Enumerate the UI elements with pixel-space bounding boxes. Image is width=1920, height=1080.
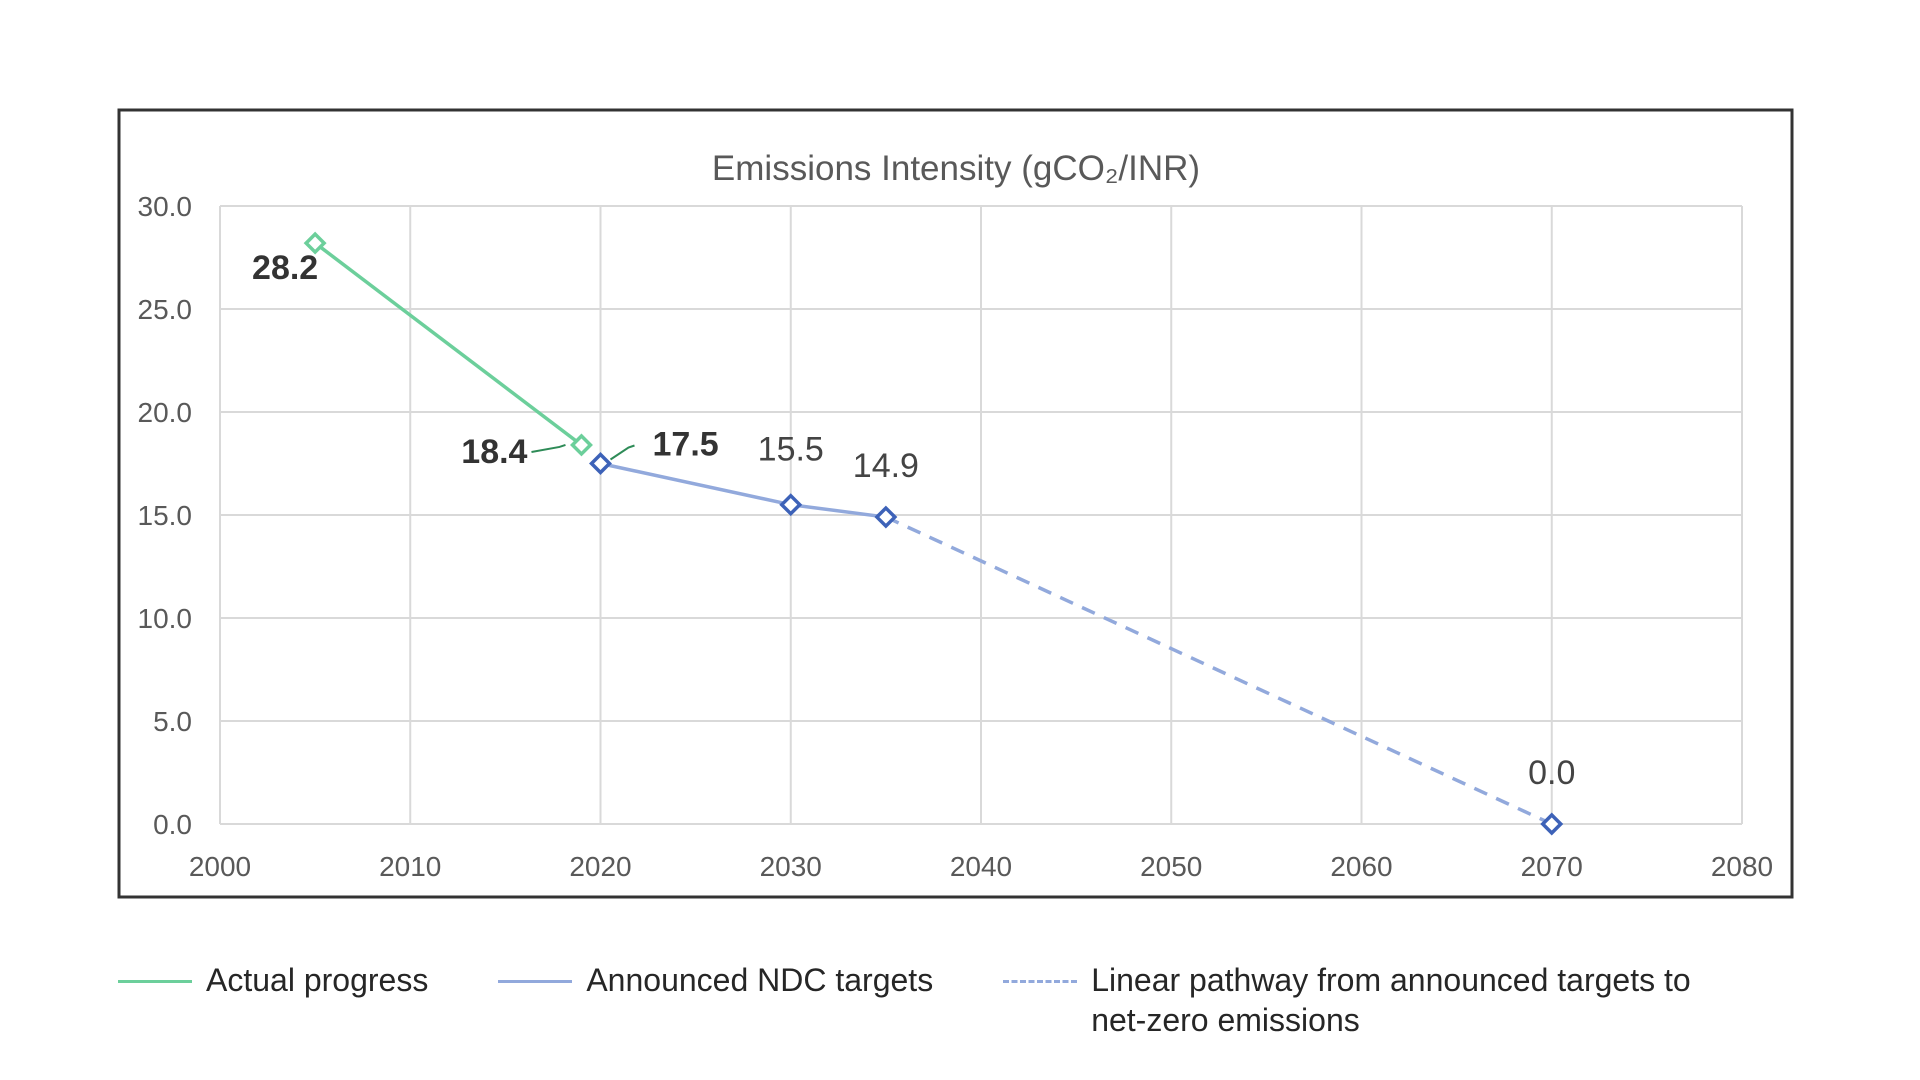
y-tick-label: 20.0 <box>138 397 193 428</box>
data-label: 15.5 <box>758 431 824 469</box>
linear-pathway-line <box>885 515 1553 826</box>
net-zero-point <box>1540 812 1564 836</box>
y-tick-label: 30.0 <box>138 191 193 222</box>
x-tick-label: 2050 <box>1140 851 1202 882</box>
y-axis-ticks: 30.0 25.0 20.0 15.0 10.0 5.0 0.0 <box>138 191 193 840</box>
x-tick-label: 2070 <box>1521 851 1583 882</box>
x-tick-label: 2000 <box>189 851 251 882</box>
legend-swatch-linear-pathway <box>1003 980 1078 983</box>
legend-label: Actual progress <box>206 962 429 998</box>
data-label: 0.0 <box>1528 754 1575 792</box>
x-tick-label: 2020 <box>569 851 631 882</box>
x-tick-label: 2040 <box>950 851 1012 882</box>
label-leader-line <box>609 444 635 461</box>
ndc-target-point <box>779 493 803 517</box>
actual-progress-point <box>570 433 593 457</box>
gridlines <box>219 205 1743 825</box>
data-label: 17.5 <box>653 426 719 464</box>
legend-swatch-actual-progress <box>118 980 192 983</box>
legend-label: Linear pathway from announced targets to… <box>1091 962 1691 1038</box>
legend-item-ndc-targets: Announced NDC targets <box>498 960 933 1000</box>
x-tick-label: 2030 <box>760 851 822 882</box>
ndc-target-point <box>874 505 898 529</box>
ndc-target-point <box>589 452 612 475</box>
actual-progress-point <box>303 231 327 255</box>
y-tick-label: 0.0 <box>153 809 192 840</box>
y-tick-label: 15.0 <box>138 500 193 531</box>
x-tick-label: 2010 <box>379 851 441 882</box>
y-tick-label: 25.0 <box>138 294 193 325</box>
data-label: 14.9 <box>853 447 919 485</box>
label-leader-line <box>531 444 566 453</box>
actual-progress-line <box>314 241 583 447</box>
legend-swatch-ndc-targets <box>498 980 573 983</box>
y-tick-label: 10.0 <box>138 603 193 634</box>
x-axis-ticks: 2000 2010 2020 2030 2040 2050 2060 2070 2080 <box>189 851 1773 882</box>
x-tick-label: 2060 <box>1330 851 1392 882</box>
chart-title: Emissions Intensity (gCO₂/INR) <box>712 149 1200 188</box>
data-labels: 28.2 18.4 17.5 15.5 14.9 0.0 <box>252 249 1575 792</box>
chart-frame <box>117 108 1794 899</box>
data-markers <box>303 231 1564 836</box>
x-tick-label: 2080 <box>1711 851 1773 882</box>
legend-item-linear-pathway: Linear pathway from announced targets to… <box>1003 960 1751 1040</box>
chart-legend: Actual progress Announced NDC targets Li… <box>118 960 1818 1040</box>
y-tick-label: 5.0 <box>153 706 192 737</box>
legend-item-actual-progress: Actual progress <box>118 960 428 1000</box>
legend-label: Announced NDC targets <box>586 962 934 998</box>
data-label: 18.4 <box>461 433 527 471</box>
data-label: 28.2 <box>252 249 318 287</box>
